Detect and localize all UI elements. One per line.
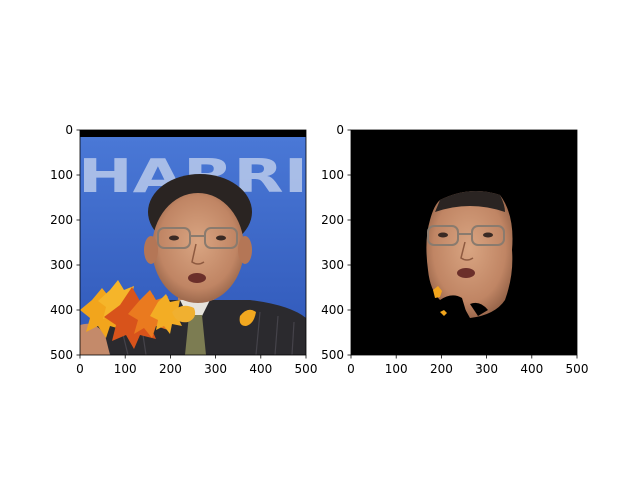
right-x-tick-label: 300 (475, 362, 498, 376)
hand (80, 323, 110, 355)
mask-leaf-fragment (440, 310, 447, 316)
segmented-face (426, 191, 513, 318)
ear-right (238, 236, 252, 264)
left-y-tick-label: 100 (50, 168, 73, 182)
leaf (172, 305, 196, 323)
right-x-tick-label: 400 (520, 362, 543, 376)
left-x-tick-label: 300 (204, 362, 227, 376)
left-image-panel: HARRI (80, 130, 306, 355)
mask-nose (460, 241, 474, 261)
tie (185, 315, 206, 355)
segmented-hair (435, 191, 505, 212)
left-y-tick-label: 400 (50, 303, 73, 317)
right-x-tick-label: 200 (430, 362, 453, 376)
left-x-tick-label: 400 (249, 362, 272, 376)
mask-eye-left (438, 232, 448, 238)
right-y-tick-label: 100 (321, 168, 344, 182)
mask-occlusion (470, 302, 488, 316)
left-x-tick-label: 200 (159, 362, 182, 376)
glasses (157, 227, 238, 249)
left-axes-frame (79, 129, 307, 356)
eye-right (216, 235, 226, 241)
right-x-tick-label: 500 (566, 362, 589, 376)
leaf (150, 294, 188, 334)
left-y-tick-label: 200 (50, 213, 73, 227)
mask-mouth (457, 268, 475, 278)
image-top-border (80, 130, 306, 137)
eye-left (169, 235, 179, 241)
right-y-tick-label: 300 (321, 258, 344, 272)
right-y-tick-label: 200 (321, 213, 344, 227)
right-y-tick-label: 500 (321, 348, 344, 362)
left-y-tick-label: 0 (65, 123, 73, 137)
nose (191, 243, 205, 265)
left-y-tick-label: 300 (50, 258, 73, 272)
mouth (188, 273, 206, 283)
right-x-tick-label: 100 (385, 362, 408, 376)
mask-leaf-fragment (433, 286, 442, 298)
ear-left (144, 236, 158, 264)
face (152, 193, 244, 303)
right-image-panel (351, 130, 577, 355)
leaf (239, 309, 256, 326)
mask-glasses (427, 225, 505, 246)
right-y-tick-label: 0 (336, 123, 344, 137)
right-y-tick-label: 400 (321, 303, 344, 317)
mask-eye-right (483, 232, 493, 238)
right-axes-frame (350, 129, 578, 356)
right-x-tick-label: 0 (347, 362, 355, 376)
left-y-tick-label: 500 (50, 348, 73, 362)
left-x-tick-label: 500 (295, 362, 318, 376)
left-x-tick-label: 100 (114, 362, 137, 376)
left-x-tick-label: 0 (76, 362, 84, 376)
mask-occlusion (440, 295, 468, 318)
autumn-leaves (80, 280, 256, 349)
